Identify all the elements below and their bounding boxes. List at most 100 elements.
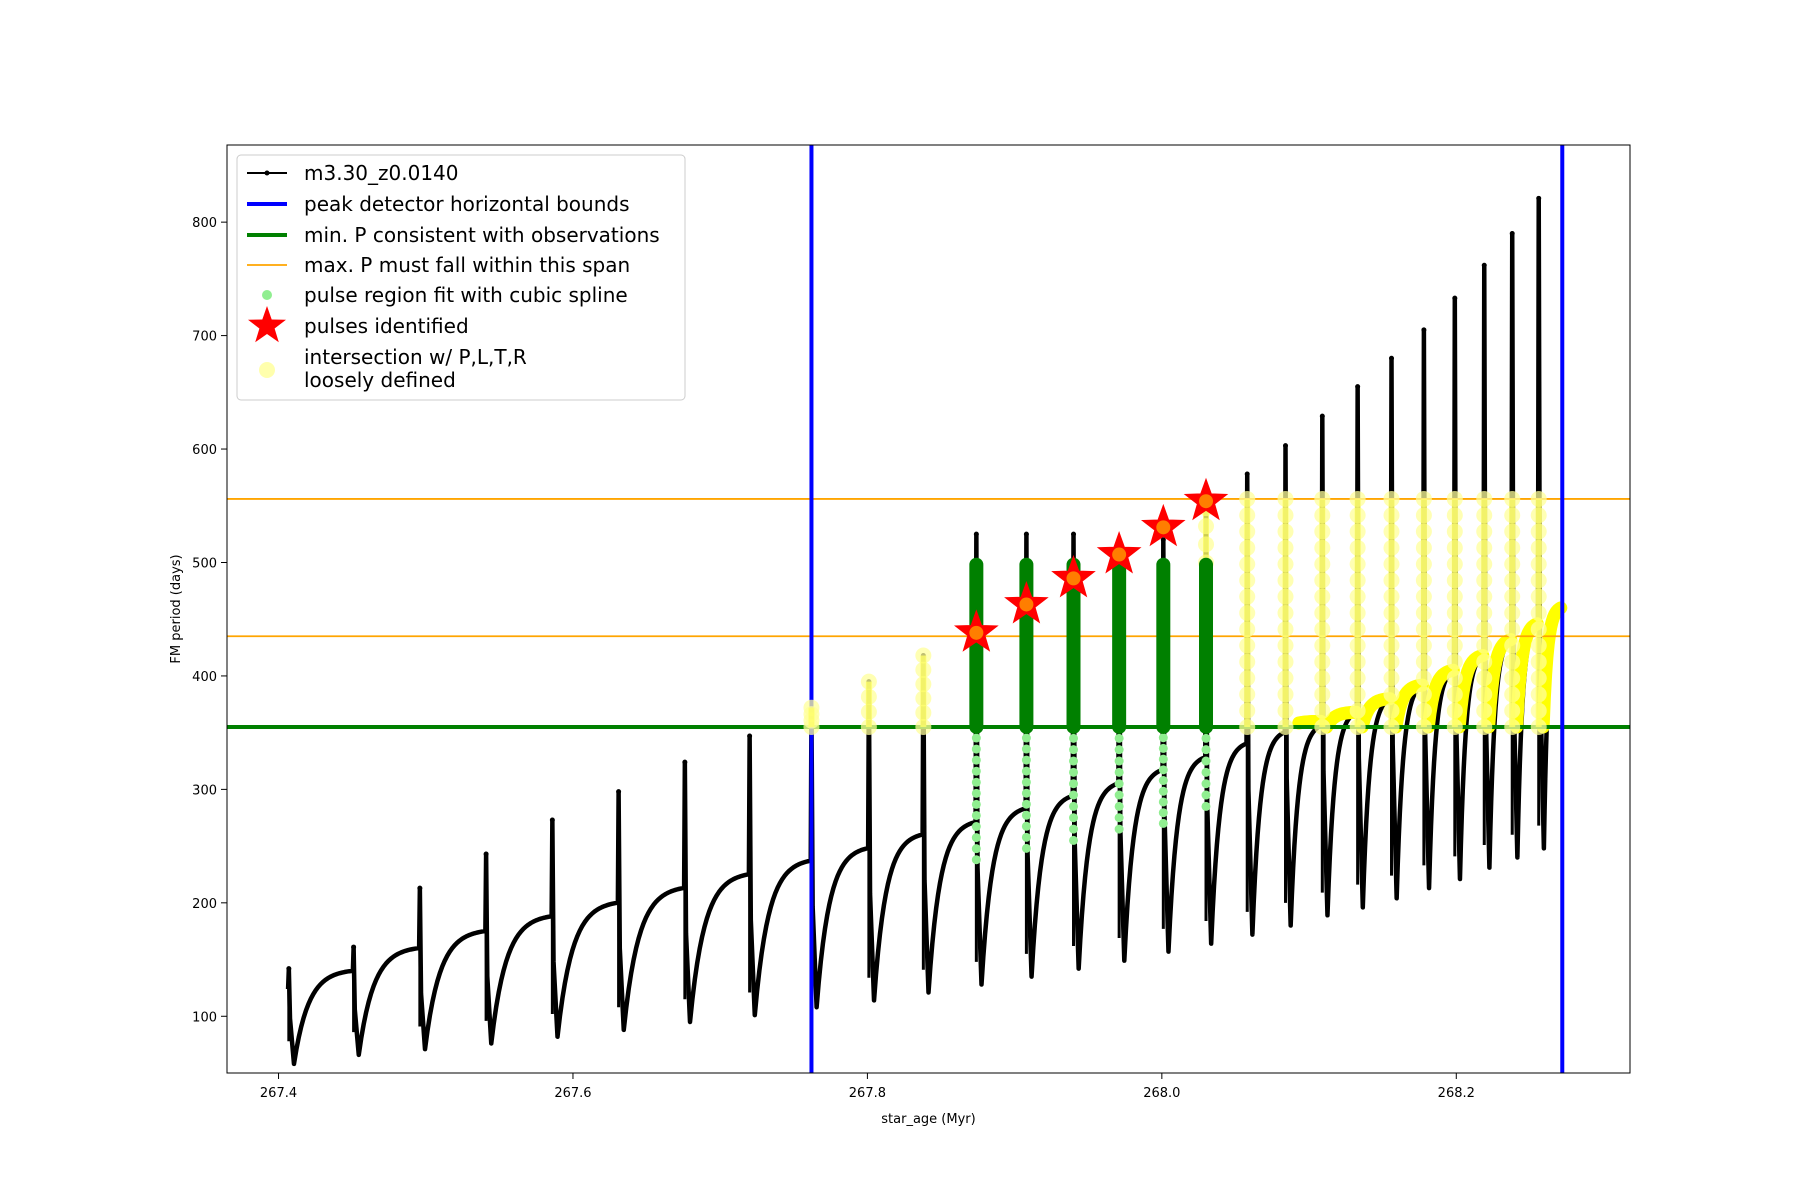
spline-fit-point bbox=[1201, 767, 1211, 777]
overlay-markers-layer bbox=[803, 477, 1547, 865]
spline-fit-point bbox=[1021, 843, 1031, 853]
y-tick-label: 100 bbox=[192, 1010, 217, 1025]
pulse-star-center bbox=[1199, 494, 1214, 509]
spline-fit-point bbox=[1021, 733, 1031, 743]
y-tick-label: 800 bbox=[192, 216, 217, 231]
spline-fit-point bbox=[971, 855, 981, 865]
spline-fit-point bbox=[971, 799, 981, 809]
spline-fit-point bbox=[971, 744, 981, 754]
spline-fit-point bbox=[971, 777, 981, 787]
y-tick-label: 700 bbox=[192, 330, 217, 345]
spline-fit-point bbox=[1069, 813, 1079, 823]
spline-fit-region bbox=[1156, 557, 1171, 828]
spline-fit-point bbox=[1069, 835, 1079, 845]
pulse-star-center bbox=[1066, 571, 1081, 586]
legend-swatch-dot bbox=[262, 290, 272, 300]
spline-fit-point bbox=[1201, 733, 1211, 743]
legend-entry: peak detector horizontal bounds bbox=[247, 192, 630, 216]
spline-fit-point bbox=[1021, 766, 1031, 776]
axis-ticks: 267.4 267.6 267.8 268.0 268.2 100 200 300 400 500… bbox=[192, 216, 1475, 1101]
pulse-star-center bbox=[1019, 597, 1034, 612]
legend-entry: pulse region fit with cubic spline bbox=[262, 283, 628, 307]
spline-fit-point bbox=[1069, 745, 1079, 755]
loosely-defined-marker bbox=[1349, 490, 1366, 735]
pulse-star-center bbox=[1112, 547, 1127, 562]
loosely-defined-marker bbox=[1277, 490, 1294, 735]
pulse-identified-star bbox=[1140, 503, 1186, 547]
x-tick-label: 267.8 bbox=[849, 1086, 886, 1101]
y-tick-label: 300 bbox=[192, 783, 217, 798]
spline-fit-point bbox=[1158, 754, 1168, 764]
spline-fit-point bbox=[971, 844, 981, 854]
spline-fit-point bbox=[1114, 790, 1124, 800]
spline-fit-point bbox=[1069, 801, 1079, 811]
y-tick-label: 500 bbox=[192, 556, 217, 571]
legend-swatch-star bbox=[248, 306, 286, 343]
loosely-defined-marker bbox=[1504, 490, 1521, 735]
spline-fit-point bbox=[1158, 786, 1168, 796]
spline-fit-point bbox=[1069, 733, 1079, 743]
spline-fit-point bbox=[1114, 824, 1124, 834]
spline-fit-point bbox=[1114, 756, 1124, 766]
spline-fit-point bbox=[1021, 777, 1031, 787]
spline-fit-point bbox=[1069, 756, 1079, 766]
pulse-identified-star bbox=[1051, 554, 1096, 598]
loosely-defined-marker bbox=[1530, 490, 1547, 735]
legend-label: m3.30_z0.0140 bbox=[304, 161, 459, 185]
y-axis-label: FM period (days) bbox=[169, 554, 184, 663]
legend-label: pulse region fit with cubic spline bbox=[304, 283, 628, 307]
spline-fit-region bbox=[1066, 557, 1081, 845]
spline-fit-point bbox=[1021, 821, 1031, 831]
spline-fit-point bbox=[971, 810, 981, 820]
spline-fit-point bbox=[971, 766, 981, 776]
spline-fit-point bbox=[971, 822, 981, 832]
spline-fit-point bbox=[971, 833, 981, 843]
spline-fit-point bbox=[1069, 824, 1079, 834]
spline-fit-point bbox=[1158, 808, 1168, 818]
plot-frame bbox=[226, 144, 1631, 1074]
spline-fit-point bbox=[1069, 790, 1079, 800]
pulse-identified-star bbox=[1004, 581, 1049, 624]
spline-fit-point bbox=[1114, 813, 1124, 823]
pulse-star-center bbox=[1156, 520, 1171, 535]
legend-swatch-halo bbox=[259, 362, 275, 378]
legend-entry: m3.30_z0.0140 bbox=[247, 161, 459, 185]
spline-fit-point bbox=[1021, 832, 1031, 842]
spline-fit-point bbox=[1021, 788, 1031, 798]
pulse-identified-star bbox=[953, 609, 999, 652]
pulse-star-center bbox=[969, 625, 984, 640]
y-tick-label: 400 bbox=[192, 670, 217, 685]
pulse-identified-star bbox=[1183, 477, 1229, 521]
x-axis-label: star_age (Myr) bbox=[881, 1112, 975, 1127]
legend-entry: min. P consistent with observations bbox=[247, 223, 660, 247]
spline-fit-point bbox=[1114, 779, 1124, 789]
pulse-identified-star bbox=[1096, 531, 1142, 574]
spline-fit-point bbox=[1158, 818, 1168, 828]
legend-label: min. P consistent with observations bbox=[304, 223, 660, 247]
spline-fit-point bbox=[971, 733, 981, 743]
spline-fit-region bbox=[1199, 557, 1214, 811]
spline-fit-point bbox=[1201, 801, 1211, 811]
x-tick-label: 268.2 bbox=[1438, 1086, 1475, 1101]
legend-entry: pulses identified bbox=[248, 306, 469, 343]
legend-label: peak detector horizontal bounds bbox=[304, 192, 630, 216]
spline-fit-point bbox=[1158, 765, 1168, 775]
model-track-line bbox=[285, 196, 1563, 1067]
spline-fit-point bbox=[1201, 790, 1211, 800]
spline-fit-point bbox=[1069, 767, 1079, 777]
spline-fit-point bbox=[971, 755, 981, 765]
loosely-defined-marker bbox=[1314, 490, 1331, 735]
y-tick-label: 200 bbox=[192, 897, 217, 912]
spline-fit-point bbox=[1201, 756, 1211, 766]
legend-label-line2: loosely defined bbox=[304, 368, 456, 392]
y-tick-label: 600 bbox=[192, 443, 217, 458]
x-tick-label: 268.0 bbox=[1143, 1086, 1180, 1101]
legend-box bbox=[236, 154, 686, 401]
spline-fit-point bbox=[1021, 744, 1031, 754]
spline-fit-point bbox=[1021, 810, 1031, 820]
legend-label: intersection w/ P,L,T,R bbox=[304, 345, 527, 369]
legend-label: pulses identified bbox=[304, 314, 469, 338]
